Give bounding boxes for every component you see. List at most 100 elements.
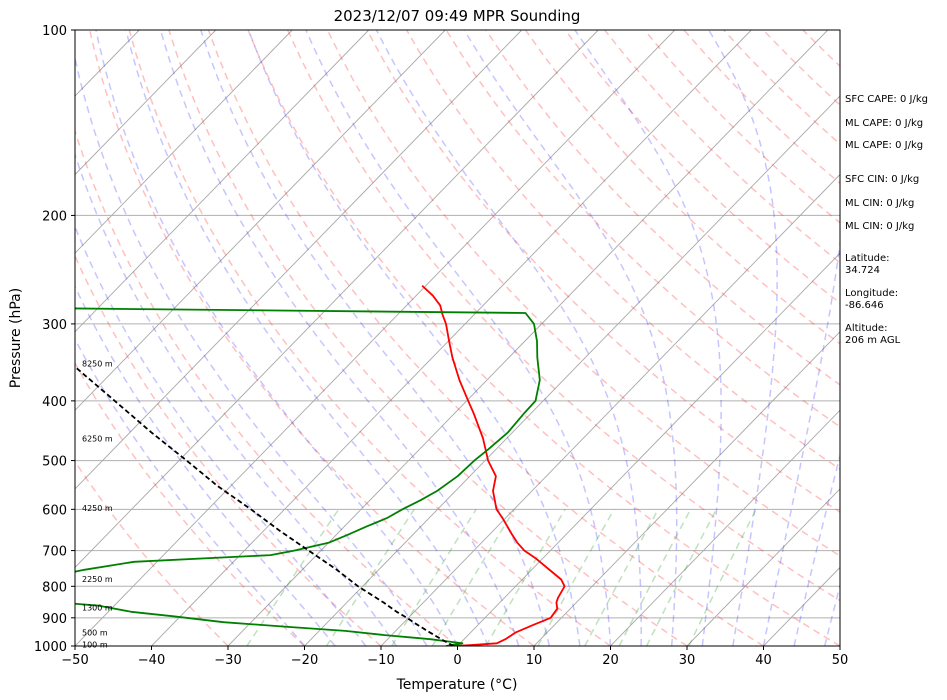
y-tick-label: 700 <box>42 545 67 560</box>
parameter-text: ML CIN: 0 J/kg <box>845 221 914 232</box>
y-tick-label: 800 <box>42 580 67 595</box>
isotherm <box>304 95 840 646</box>
y-axis-label: Pressure (hPa) <box>8 288 24 388</box>
altitude-label: 6250 m <box>82 434 113 443</box>
dry-adiabat <box>366 30 840 514</box>
altitude-label: 100 m <box>82 641 108 650</box>
parameter-text: ML CIN: 0 J/kg <box>845 198 914 209</box>
isotherm <box>457 252 840 646</box>
isotherm <box>75 30 217 176</box>
moist-adiabat <box>159 30 520 646</box>
moist-adiabat <box>375 30 642 646</box>
dry-adiabat <box>88 30 535 646</box>
dry-adiabat <box>128 30 611 646</box>
dry-adiabat <box>287 30 840 602</box>
y-axis: 100 200 300 400 500 600 700 800 900 1000 <box>34 24 75 655</box>
moist-adiabat <box>75 54 428 646</box>
altitude-labels: 100 m 500 m 1300 m 2250 m 4250 m 6250 m 8250 m <box>82 360 113 650</box>
y-tick-label: 500 <box>42 455 67 470</box>
x-axis: −50 −40 −30 −20 −10 0 10 20 30 40 50 <box>61 646 848 668</box>
parameter-text: Altitude: <box>845 323 887 334</box>
isotherm <box>75 30 523 490</box>
moist-adiabat <box>75 152 397 646</box>
moist-adiabat <box>708 30 778 646</box>
moist-adiabat <box>75 224 367 646</box>
mixing-ratio-line <box>688 508 757 646</box>
mixing-ratio-line <box>618 508 692 646</box>
dry-adiabat <box>326 30 840 557</box>
parameter-text: Longitude: <box>845 288 898 299</box>
isotherm <box>75 30 293 254</box>
temperature-trace <box>421 284 566 646</box>
y-tick-label: 900 <box>42 612 67 627</box>
altitude-label: 2250 m <box>82 575 113 584</box>
moist-adiabat <box>75 284 336 646</box>
parameter-text: SFC CAPE: 0 J/kg <box>845 94 928 105</box>
x-tick-label: 0 <box>453 653 461 668</box>
moist-adiabat <box>247 30 581 646</box>
moist-adiabat <box>574 30 722 646</box>
mixing-ratio-line <box>485 508 566 646</box>
dry-adiabat <box>445 30 840 428</box>
dry-adiabat <box>405 30 840 471</box>
mixing-ratio-line <box>537 508 615 646</box>
parameter-text: ML CAPE: 0 J/kg <box>845 118 923 129</box>
y-tick-label: 300 <box>42 318 67 333</box>
y-tick-label: 100 <box>42 24 67 39</box>
parameter-text: SFC CIN: 0 J/kg <box>845 174 919 185</box>
isotherm <box>610 409 840 646</box>
parameter-text: ML CAPE: 0 J/kg <box>845 140 923 151</box>
parameter-text: -86.646 <box>845 300 884 311</box>
moist-adiabat <box>463 30 678 646</box>
isotherm <box>75 30 599 569</box>
dry-adiabat <box>75 460 229 646</box>
dry-adiabat <box>247 30 840 646</box>
x-tick-label: −30 <box>214 653 241 668</box>
y-tick-label: 600 <box>42 503 67 518</box>
sounding-traces <box>75 284 566 646</box>
altitude-label: 4250 m <box>82 504 113 513</box>
isotherm <box>75 30 446 411</box>
parcel-path-trace <box>75 365 455 646</box>
altitude-label: 1300 m <box>82 604 113 613</box>
dry-adiabat <box>75 361 306 646</box>
altitude-label: 500 m <box>82 628 108 637</box>
x-tick-label: −20 <box>291 653 318 668</box>
dewpoint-trace <box>75 307 541 646</box>
mixing-ratio-line <box>584 508 659 646</box>
isotherm <box>380 173 840 646</box>
y-tick-label: 1000 <box>34 640 67 655</box>
dry-adiabat <box>75 128 458 646</box>
plot-background <box>75 30 840 646</box>
isotherm <box>151 30 752 646</box>
dry-adiabat <box>168 30 688 646</box>
x-tick-label: −10 <box>367 653 394 668</box>
altitude-label: 8250 m <box>82 360 113 369</box>
moist-adiabat <box>75 337 306 646</box>
chart-title: 2023/12/07 09:49 MPR Sounding <box>334 7 581 25</box>
isotherm <box>533 331 840 646</box>
x-tick-label: −40 <box>138 653 165 668</box>
x-tick-label: 40 <box>755 653 772 668</box>
dry-adiabat <box>564 30 840 304</box>
isotherm <box>686 488 840 646</box>
x-axis-label: Temperature (°C) <box>396 677 518 693</box>
moist-adiabat <box>200 30 551 646</box>
x-tick-label: 50 <box>832 653 849 668</box>
x-tick-label: −50 <box>61 653 88 668</box>
y-tick-label: 200 <box>42 209 67 224</box>
moist-adiabat <box>95 30 459 646</box>
parameter-text: 34.724 <box>845 265 880 276</box>
parameter-text: Latitude: <box>845 253 890 264</box>
dry-adiabat <box>524 30 840 345</box>
mixing-ratio-line <box>645 508 718 646</box>
isotherm <box>75 30 370 333</box>
dry-adiabat <box>75 254 382 646</box>
sounding-parameters: SFC CAPE: 0 J/kg ML CAPE: 0 J/kg ML CAPE: … <box>845 94 928 346</box>
isotherm <box>75 30 676 646</box>
y-tick-label: 400 <box>42 395 67 410</box>
x-tick-label: 20 <box>602 653 619 668</box>
dry-adiabat <box>207 30 764 646</box>
x-tick-label: 30 <box>679 653 696 668</box>
